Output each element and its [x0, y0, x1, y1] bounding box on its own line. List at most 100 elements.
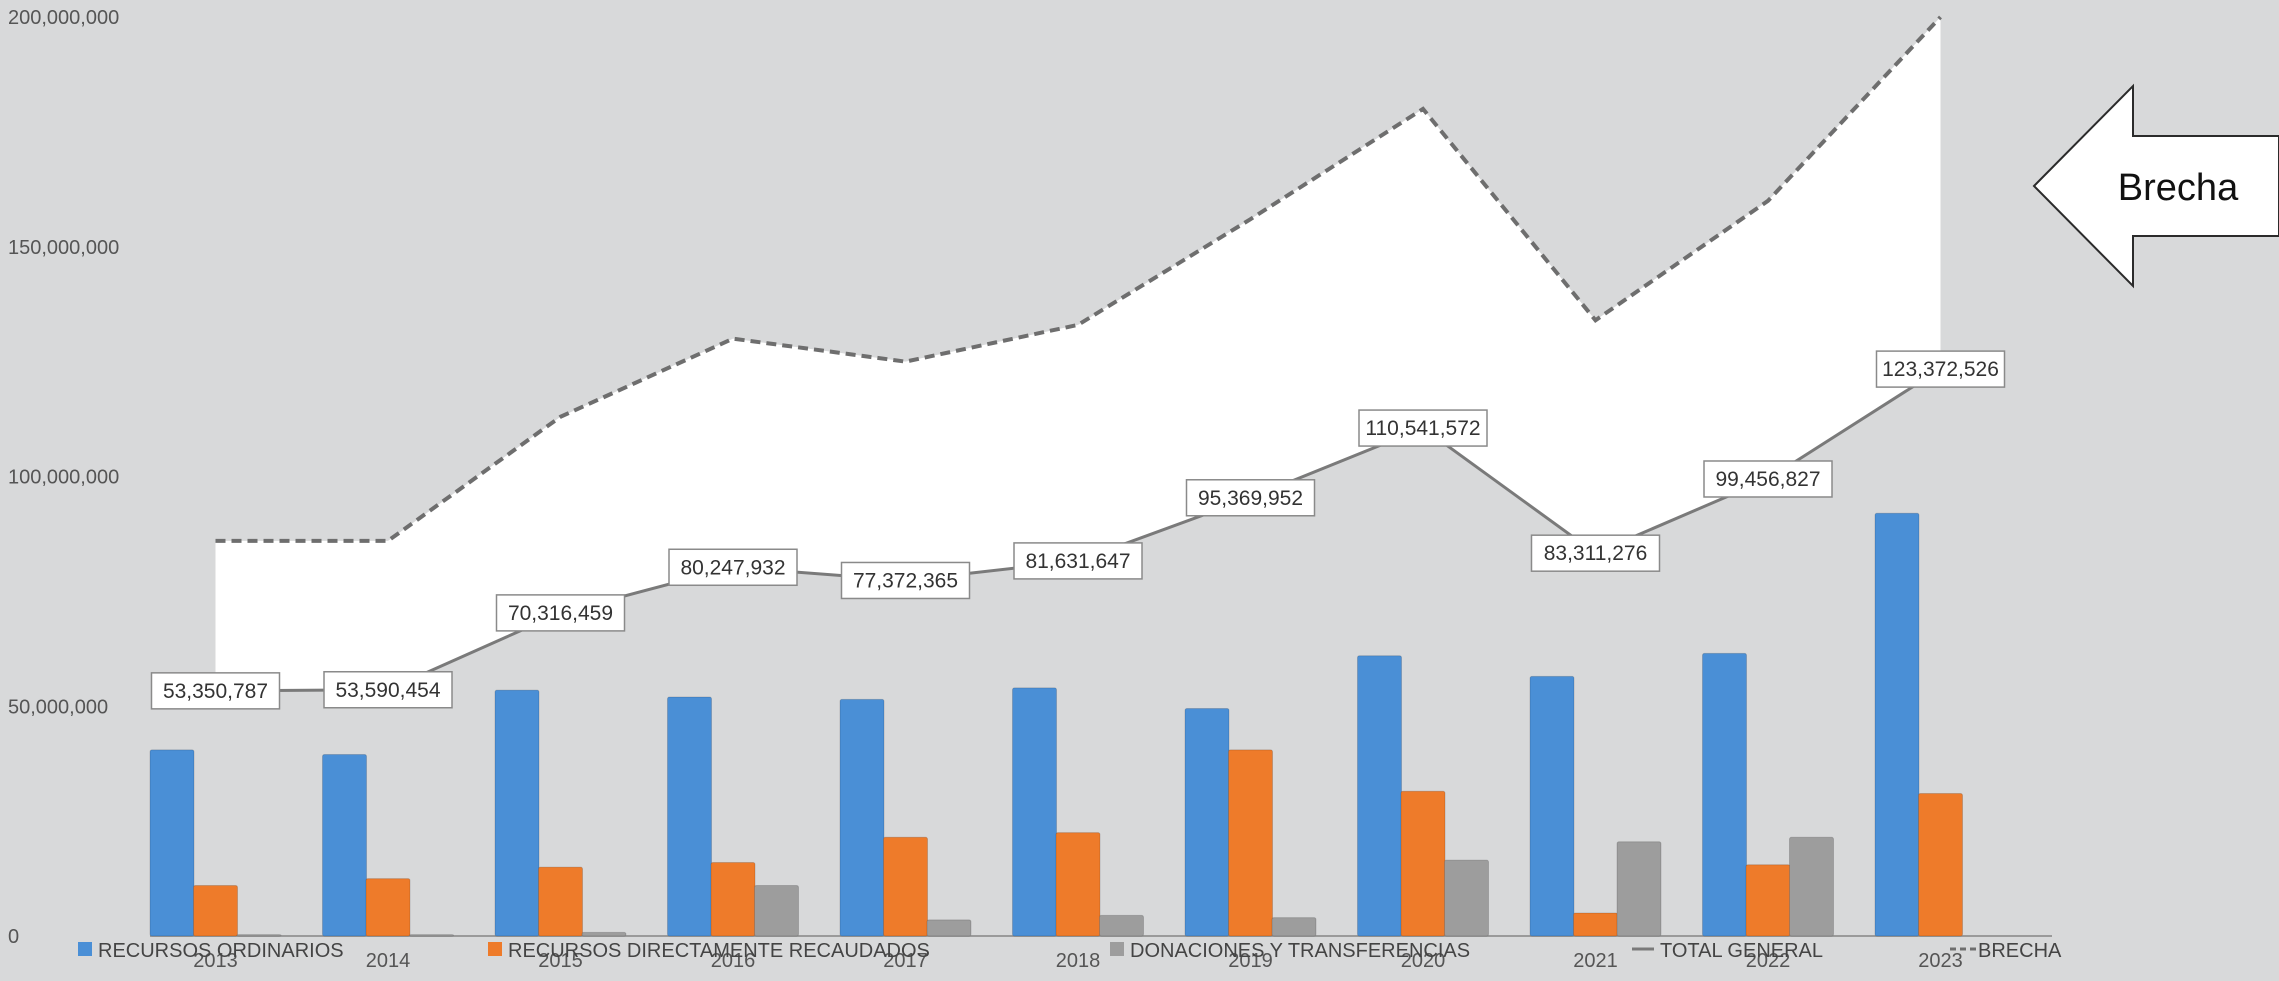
legend-swatch [1110, 942, 1124, 956]
total-data-label: 53,350,787 [150, 672, 281, 710]
data-label-text: 70,316,459 [508, 602, 613, 625]
bar [883, 836, 928, 937]
bar [754, 884, 799, 937]
bar [1184, 708, 1230, 937]
y-tick-label: 100,000,000 [8, 467, 119, 489]
data-label-text: 99,456,827 [1715, 468, 1820, 491]
y-tick-label: 50,000,000 [8, 696, 108, 718]
data-label-text: 53,590,454 [335, 679, 440, 702]
total-data-label: 53,590,454 [323, 671, 453, 709]
x-tick-label: 2016 [711, 950, 756, 972]
total-data-label: 81,631,647 [1013, 542, 1143, 580]
brecha-callout-text: Brecha [2118, 167, 2239, 209]
gap-area [215, 17, 1941, 691]
bar-series [236, 836, 1834, 937]
data-label-box [840, 561, 971, 600]
data-label-box [668, 548, 798, 587]
bar [1918, 793, 1963, 937]
bars-layer [149, 512, 1963, 937]
x-tick-label: 2022 [1746, 950, 1791, 972]
data-label-box [495, 594, 626, 632]
total-data-label: 77,372,365 [840, 561, 971, 600]
brecha-arrow-shape [2032, 83, 2279, 289]
total-data-label: 123,372,526 [1875, 350, 2006, 388]
data-label-box [1013, 542, 1143, 580]
bar [236, 934, 282, 937]
data-label-box [1703, 460, 1833, 498]
bar [1789, 836, 1834, 937]
total-data-label: 95,369,952 [1185, 479, 1316, 517]
bar [1271, 917, 1317, 937]
data-label-text: 77,372,365 [853, 569, 958, 592]
bar-series [149, 512, 1920, 937]
bar [1745, 864, 1791, 937]
data-label-text: 53,350,787 [163, 680, 268, 703]
legend-item: BRECHA [1950, 940, 2062, 962]
legend-swatch [78, 942, 92, 956]
legend-swatch [488, 942, 502, 956]
x-tick-label: 2018 [1056, 950, 1101, 972]
bar [1400, 790, 1446, 937]
legend-label: BRECHA [1978, 940, 2062, 962]
data-label-text: 80,247,932 [680, 556, 785, 579]
legend-item: TOTAL GENERAL [1632, 940, 1823, 962]
data-label-text: 95,369,952 [1198, 487, 1303, 510]
bar [1702, 652, 1747, 937]
bar [1874, 512, 1920, 937]
bar [149, 749, 195, 937]
legend-label: TOTAL GENERAL [1660, 940, 1823, 962]
bar [839, 698, 885, 937]
data-label-text: 110,541,572 [1365, 417, 1480, 440]
data-label-text: 123,372,526 [1882, 358, 1999, 381]
data-label-box [150, 672, 281, 710]
data-label-text: 83,311,276 [1544, 542, 1648, 565]
bar [1444, 859, 1489, 937]
data-label-box [1185, 479, 1316, 517]
total-data-label: 83,311,276 [1530, 534, 1661, 572]
y-tick-label: 0 [8, 926, 19, 948]
bar [1055, 832, 1101, 937]
bar [1357, 655, 1402, 937]
legend-label: RECURSOS ORDINARIOS [98, 940, 344, 962]
legend-item: RECURSOS DIRECTAMENTE RECAUDADOS [488, 940, 930, 962]
x-tick-label: 2023 [1918, 950, 1963, 972]
total-data-label: 80,247,932 [668, 548, 798, 587]
legend-label: RECURSOS DIRECTAMENTE RECAUDADOS [508, 940, 930, 962]
bar [1529, 675, 1575, 937]
data-label-text: 81,631,647 [1025, 550, 1130, 573]
bar [581, 931, 627, 937]
bar [710, 861, 756, 937]
total-data-label: 70,316,459 [495, 594, 626, 632]
bar [494, 689, 540, 937]
bar [1099, 914, 1144, 937]
x-tick-label: 2015 [538, 950, 583, 972]
x-tick-label: 2020 [1401, 950, 1446, 972]
legend-label: DONACIONES Y TRANSFERENCIAS [1130, 940, 1470, 962]
data-labels-layer: 53,350,787 53,590,454 70,316,459 80,247,932… [150, 350, 2006, 710]
y-tick-label: 200,000,000 [8, 7, 119, 29]
data-label-box [1530, 534, 1661, 572]
axis-layer: 0 50,000,000 100,000,000 150,000,000 200,000… [8, 7, 2052, 972]
x-tick-label: 2013 [193, 950, 238, 972]
total-data-label: 110,541,572 [1358, 409, 1488, 447]
bar [538, 866, 583, 937]
bar [1228, 749, 1273, 937]
bar [365, 878, 411, 937]
bar-series [193, 749, 1963, 937]
bar [1012, 687, 1057, 937]
x-tick-label: 2017 [883, 950, 928, 972]
x-tick-label: 2014 [366, 950, 411, 972]
data-label-box [1358, 409, 1488, 447]
legend-item: DONACIONES Y TRANSFERENCIAS [1110, 940, 1470, 962]
bar [667, 696, 712, 937]
brecha-callout: Brecha [2032, 83, 2279, 289]
x-tick-label: 2019 [1228, 950, 1273, 972]
y-tick-label: 150,000,000 [8, 237, 119, 259]
bar [409, 934, 454, 937]
bar [1573, 912, 1618, 937]
bar [926, 919, 972, 937]
bar [1616, 841, 1662, 937]
total-data-label: 99,456,827 [1703, 460, 1833, 498]
